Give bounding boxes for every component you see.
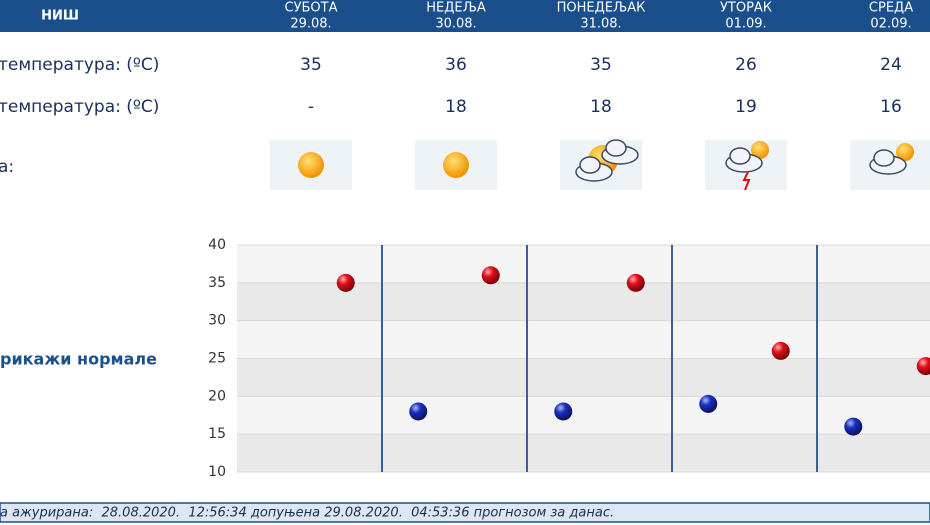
temperature-dot bbox=[699, 394, 718, 413]
row-label: температура: (ºC) bbox=[0, 97, 159, 117]
table-cell: 35 bbox=[590, 55, 612, 75]
header-bar bbox=[0, 0, 930, 32]
day-date: 29.08. bbox=[290, 17, 331, 32]
day-date: 02.09. bbox=[870, 17, 911, 32]
grid-band bbox=[237, 434, 930, 472]
footer-bar bbox=[0, 502, 930, 523]
row-label: температура: (ºC) bbox=[0, 55, 159, 75]
temperature-dot bbox=[481, 266, 500, 285]
day-name: СУБОТА bbox=[285, 1, 338, 16]
grid-band bbox=[237, 282, 930, 321]
table-cell: 16 bbox=[880, 97, 902, 117]
normals-link[interactable]: рикажи нормале bbox=[0, 350, 157, 369]
table-cell: 18 bbox=[590, 97, 612, 117]
y-tick-label: 10 bbox=[208, 464, 226, 480]
y-tick-label: 25 bbox=[208, 351, 226, 367]
y-tick-label: 35 bbox=[208, 275, 226, 291]
day-date: 01.09. bbox=[725, 17, 766, 32]
temperature-dot bbox=[554, 402, 573, 421]
day-name: НЕДЕЉА bbox=[426, 1, 486, 16]
city: НИШ bbox=[41, 9, 79, 24]
icons bbox=[270, 139, 930, 191]
temperature-dot bbox=[336, 273, 355, 292]
y-tick-label: 40 bbox=[208, 237, 226, 253]
table-cell: 24 bbox=[880, 55, 902, 75]
day-date: 31.08. bbox=[580, 17, 621, 32]
grid-band bbox=[237, 320, 930, 359]
temperature-dot bbox=[626, 273, 645, 292]
day-name: УТОРАК bbox=[720, 1, 772, 16]
table-cell: - bbox=[308, 97, 314, 117]
y-tick-label: 20 bbox=[208, 388, 226, 404]
footer: а ажурирана: 28.08.2020. 12:56:34 допуње… bbox=[0, 506, 614, 521]
table-cell: 19 bbox=[735, 97, 757, 117]
temperature-dot bbox=[771, 341, 790, 360]
y-tick-label: 30 bbox=[208, 313, 226, 329]
table-cell: 36 bbox=[445, 55, 467, 75]
day-date: 30.08. bbox=[435, 17, 476, 32]
y-tick-label: 15 bbox=[208, 426, 226, 442]
temperature-dot bbox=[916, 357, 930, 376]
day-name: СРЕДА bbox=[869, 1, 913, 16]
grid-band bbox=[237, 396, 930, 435]
temperature-dot bbox=[844, 417, 863, 436]
table-cell: 26 bbox=[735, 55, 757, 75]
table-cell: 18 bbox=[445, 97, 467, 117]
temperature-dot bbox=[409, 402, 428, 421]
row-label: а: bbox=[0, 157, 14, 177]
table-cell: 35 bbox=[300, 55, 322, 75]
grid-band bbox=[237, 358, 930, 397]
grid-band bbox=[237, 245, 930, 283]
day-name: ПОНЕДЕЉАК bbox=[557, 1, 646, 16]
